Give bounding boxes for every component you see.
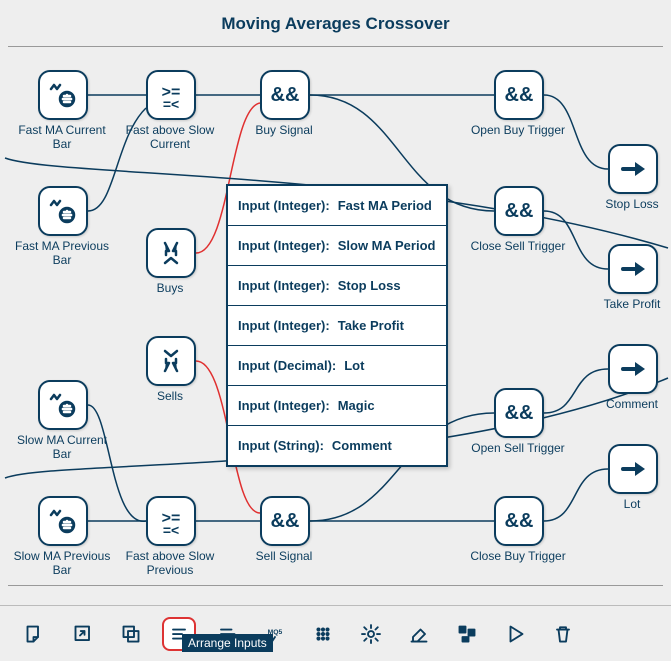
node-buys[interactable] — [146, 228, 196, 278]
svg-text:&&: && — [505, 510, 534, 532]
inputs-row[interactable]: Input (String): Comment — [228, 426, 446, 465]
node-label-fast_prev: Fast MA Previous Bar — [12, 240, 112, 268]
svg-text:&&: && — [271, 510, 300, 532]
input-type-label: Input (Integer): — [238, 318, 330, 333]
toolbar: MQ5 — [0, 605, 671, 661]
tb-export-button[interactable] — [66, 617, 100, 651]
node-label-open_sell: Open Sell Trigger — [468, 442, 568, 456]
node-label-comment: Comment — [582, 398, 671, 412]
node-label-buy_sig: Buy Signal — [234, 124, 334, 138]
tb-copy-button[interactable] — [114, 617, 148, 651]
tb-erase-button[interactable] — [402, 617, 436, 651]
inputs-row[interactable]: Input (Integer): Slow MA Period — [228, 226, 446, 266]
input-name-label: Fast MA Period — [338, 198, 432, 213]
tb-run-button[interactable] — [498, 617, 532, 651]
node-fas_prev[interactable]: >==< — [146, 496, 196, 546]
input-type-label: Input (Integer): — [238, 238, 330, 253]
node-label-sells: Sells — [120, 390, 220, 404]
node-stoploss[interactable] — [608, 144, 658, 194]
node-label-fas_prev: Fast above Slow Previous — [120, 550, 220, 578]
toolbar-tooltip: Arrange Inputs — [182, 634, 273, 652]
node-lot[interactable] — [608, 444, 658, 494]
node-sells[interactable] — [146, 336, 196, 386]
node-label-open_buy: Open Buy Trigger — [468, 124, 568, 138]
inputs-row[interactable]: Input (Integer): Stop Loss — [228, 266, 446, 306]
svg-text:&&: && — [505, 84, 534, 106]
diagram-canvas: Fast MA Current Bar Fast MA Previous Bar S… — [0, 48, 671, 601]
node-label-close_buy: Close Buy Trigger — [468, 550, 568, 564]
svg-text:&&: && — [505, 402, 534, 424]
divider-bottom — [8, 585, 663, 586]
node-label-stoploss: Stop Loss — [582, 198, 671, 212]
node-label-slow_prev: Slow MA Previous Bar — [12, 550, 112, 578]
svg-text:&&: && — [505, 200, 534, 222]
node-fas_cur[interactable]: >==< — [146, 70, 196, 120]
node-close_sell[interactable]: && — [494, 186, 544, 236]
input-type-label: Input (Integer): — [238, 198, 330, 213]
node-label-takeprofit: Take Profit — [582, 298, 671, 312]
inputs-row[interactable]: Input (Integer): Take Profit — [228, 306, 446, 346]
tb-blocks-button[interactable] — [450, 617, 484, 651]
tb-delete-button[interactable] — [546, 617, 580, 651]
page-title: Moving Averages Crossover — [0, 14, 671, 34]
node-label-slow_cur: Slow MA Current Bar — [12, 434, 112, 462]
node-open_sell[interactable]: && — [494, 388, 544, 438]
inputs-row[interactable]: Input (Integer): Magic — [228, 386, 446, 426]
node-comment[interactable] — [608, 344, 658, 394]
node-slow_cur[interactable] — [38, 380, 88, 430]
svg-text:&&: && — [271, 84, 300, 106]
inputs-panel[interactable]: Input (Integer):Fast MA PeriodInput (Int… — [226, 184, 448, 467]
input-name-label: Slow MA Period — [338, 238, 436, 253]
tb-grid-button[interactable] — [306, 617, 340, 651]
node-label-fast_cur: Fast MA Current Bar — [12, 124, 112, 152]
input-type-label: Input (Integer): — [238, 398, 330, 413]
divider-top — [8, 46, 663, 47]
node-label-lot: Lot — [582, 498, 671, 512]
node-buy_sig[interactable]: && — [260, 70, 310, 120]
input-type-label: Input (Integer): — [238, 278, 330, 293]
input-name-label: Stop Loss — [338, 278, 401, 293]
tb-import-button[interactable] — [18, 617, 52, 651]
input-name-label: Comment — [332, 438, 392, 453]
input-type-label: Input (String): — [238, 438, 324, 453]
input-name-label: Magic — [338, 398, 375, 413]
inputs-row[interactable]: Input (Integer): Fast MA Period — [228, 186, 446, 226]
node-close_buy[interactable]: && — [494, 496, 544, 546]
node-takeprofit[interactable] — [608, 244, 658, 294]
tb-settings-button[interactable] — [354, 617, 388, 651]
input-type-label: Input (Decimal): — [238, 358, 336, 373]
svg-text:=<: =< — [163, 522, 179, 537]
node-label-sell_sig: Sell Signal — [234, 550, 334, 564]
node-open_buy[interactable]: && — [494, 70, 544, 120]
svg-text:=<: =< — [163, 96, 179, 111]
node-label-close_sell: Close Sell Trigger — [468, 240, 568, 254]
node-label-buys: Buys — [120, 282, 220, 296]
input-name-label: Lot — [344, 358, 364, 373]
node-fast_prev[interactable] — [38, 186, 88, 236]
node-label-fas_cur: Fast above Slow Current — [120, 124, 220, 152]
input-name-label: Take Profit — [338, 318, 404, 333]
node-slow_prev[interactable] — [38, 496, 88, 546]
node-sell_sig[interactable]: && — [260, 496, 310, 546]
inputs-row[interactable]: Input (Decimal): Lot — [228, 346, 446, 386]
node-fast_cur[interactable] — [38, 70, 88, 120]
